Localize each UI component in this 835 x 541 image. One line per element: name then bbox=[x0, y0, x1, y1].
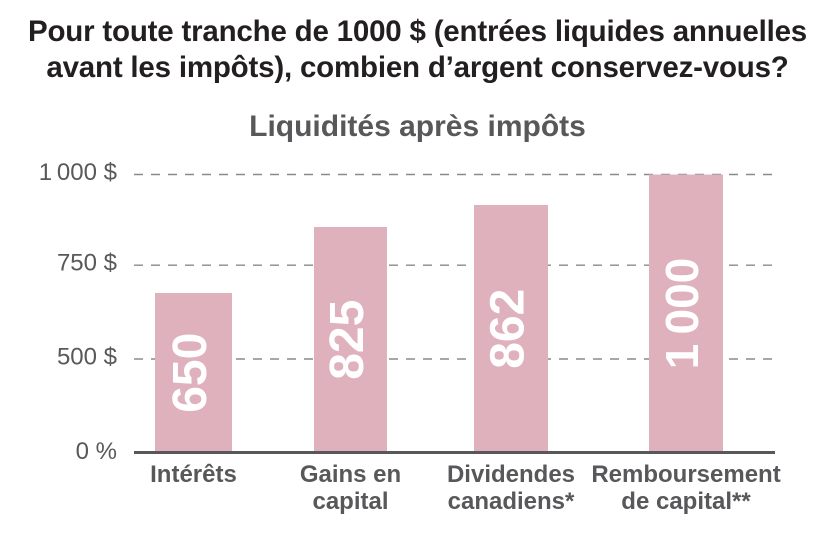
svg-text:Dividendes: Dividendes bbox=[447, 461, 575, 488]
svg-text:500 $: 500 $ bbox=[57, 344, 117, 371]
svg-text:750 $: 750 $ bbox=[57, 250, 117, 277]
svg-text:de capital**: de capital** bbox=[621, 488, 751, 515]
svg-text:825: 825 bbox=[321, 300, 374, 380]
svg-text:Gains en: Gains en bbox=[300, 461, 401, 488]
svg-text:862: 862 bbox=[482, 289, 535, 369]
svg-text:Remboursement: Remboursement bbox=[591, 461, 780, 488]
svg-text:Intérêts: Intérêts bbox=[150, 461, 237, 488]
svg-text:0 %: 0 % bbox=[76, 438, 117, 465]
svg-text:650: 650 bbox=[164, 333, 217, 413]
svg-text:1 000: 1 000 bbox=[656, 258, 708, 370]
svg-text:1 000 $: 1 000 $ bbox=[39, 159, 117, 186]
svg-text:canadiens*: canadiens* bbox=[448, 488, 575, 515]
svg-text:capital: capital bbox=[312, 488, 388, 515]
